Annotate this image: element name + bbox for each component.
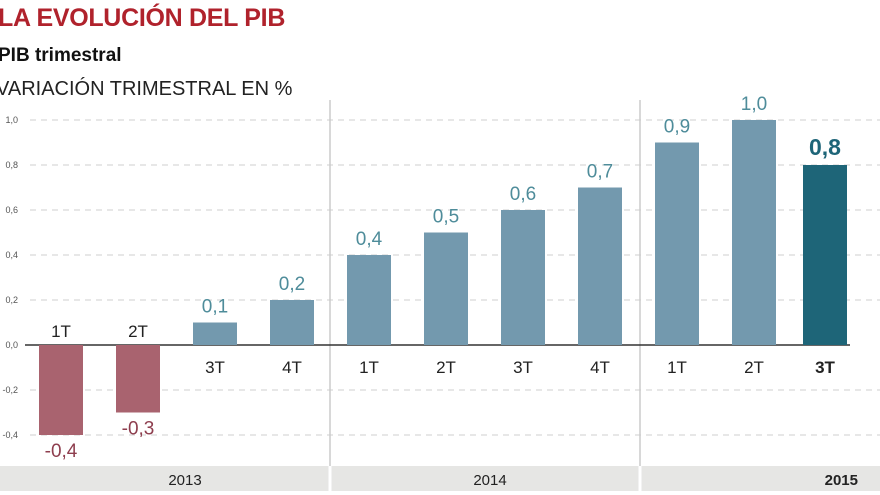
y-tick-label: 0,6 bbox=[5, 205, 18, 215]
category-label: 1T bbox=[359, 358, 379, 377]
chart-title: LA EVOLUCIÓN DEL PIB bbox=[0, 4, 286, 32]
y-tick-label: -0,4 bbox=[2, 430, 18, 440]
y-tick-label: 1,0 bbox=[5, 115, 18, 125]
year-label: 2013 bbox=[168, 472, 201, 489]
bar bbox=[501, 210, 545, 345]
bar bbox=[116, 345, 160, 413]
year-label: 2015 bbox=[825, 472, 858, 489]
unit-label: VARIACIÓN TRIMESTRAL EN % bbox=[0, 78, 293, 100]
category-label: 3T bbox=[513, 358, 533, 377]
category-label: 1T bbox=[51, 322, 71, 341]
bar bbox=[347, 255, 391, 345]
value-label: 0,7 bbox=[587, 162, 613, 183]
value-label: 0,2 bbox=[279, 274, 305, 295]
value-label: -0,3 bbox=[122, 419, 155, 440]
value-label: -0,4 bbox=[45, 441, 78, 462]
year-label: 2014 bbox=[473, 472, 506, 489]
value-label: 0,5 bbox=[433, 207, 459, 228]
bar bbox=[655, 142, 699, 345]
bar bbox=[803, 165, 847, 345]
bar bbox=[578, 187, 622, 345]
bar bbox=[39, 345, 83, 435]
category-label: 2T bbox=[436, 358, 456, 377]
value-label: 0,9 bbox=[664, 117, 690, 138]
year-band bbox=[0, 466, 880, 491]
category-label: 4T bbox=[282, 358, 302, 377]
category-label: 1T bbox=[667, 358, 687, 377]
bar bbox=[193, 322, 237, 345]
value-label: 1,0 bbox=[741, 94, 767, 115]
value-label: 0,4 bbox=[356, 229, 383, 250]
y-tick-label: 0,8 bbox=[5, 160, 18, 170]
category-label: 2T bbox=[744, 358, 764, 377]
bar bbox=[270, 300, 314, 345]
category-label: 3T bbox=[205, 358, 225, 377]
category-label: 4T bbox=[590, 358, 610, 377]
y-tick-label: 0,2 bbox=[5, 295, 18, 305]
category-label: 3T bbox=[815, 358, 835, 377]
value-label: 0,6 bbox=[510, 184, 536, 205]
y-tick-label: 0,4 bbox=[5, 250, 18, 260]
y-tick-label: 0,0 bbox=[5, 340, 18, 350]
y-tick-label: -0,2 bbox=[2, 385, 18, 395]
bar bbox=[424, 232, 468, 345]
bar bbox=[732, 120, 776, 345]
value-label: 0,1 bbox=[202, 297, 228, 318]
value-label: 0,8 bbox=[809, 134, 841, 160]
category-label: 2T bbox=[128, 322, 148, 341]
chart-subtitle: PIB trimestral bbox=[0, 45, 122, 66]
